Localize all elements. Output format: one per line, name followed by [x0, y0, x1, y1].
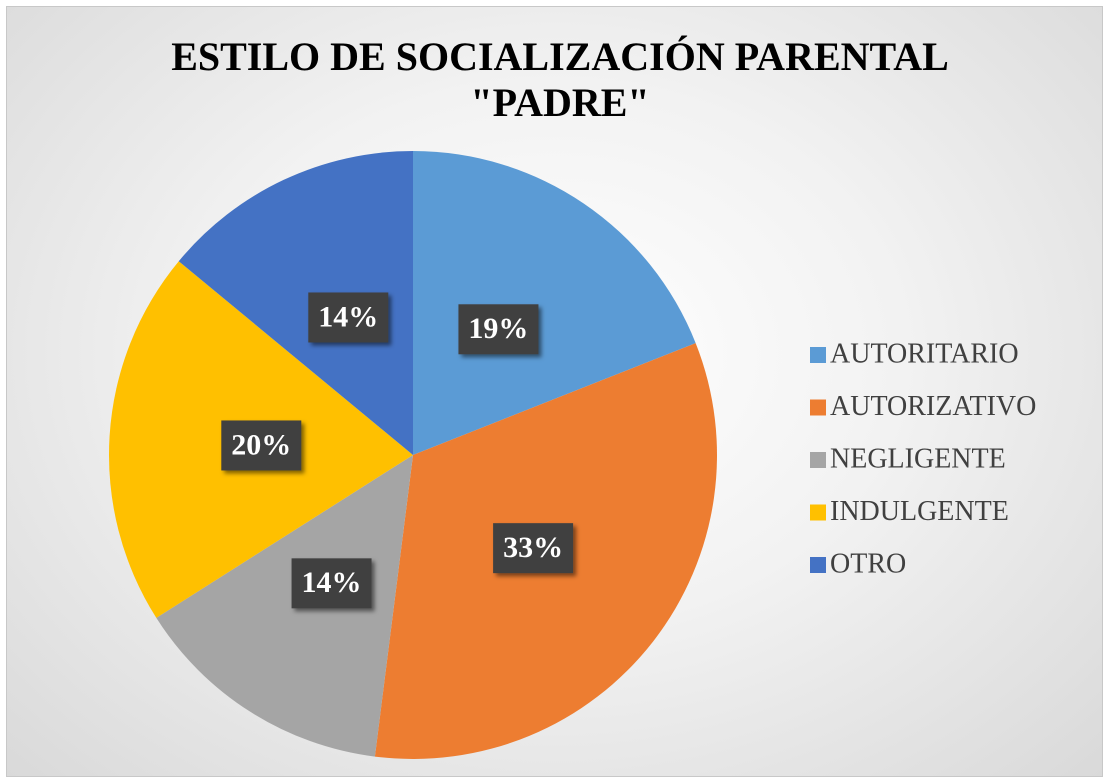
data-label-box: [493, 523, 574, 574]
legend-label: INDULGENTE: [830, 496, 1009, 527]
legend-swatch: [810, 399, 826, 416]
data-label: 20%: [231, 428, 291, 461]
pie-slice: [156, 455, 413, 757]
data-label-box: [458, 304, 539, 355]
data-label-box: [308, 292, 389, 343]
legend-label: NEGLIGENTE: [830, 443, 1006, 474]
legend-label: OTRO: [830, 548, 906, 579]
legend-swatch: [810, 452, 826, 468]
data-label-group: 19%: [458, 304, 539, 355]
legend-label: AUTORIZATIVO: [830, 391, 1036, 422]
data-label-group: 14%: [308, 292, 389, 343]
data-label: 33%: [503, 531, 563, 564]
chart-title: ESTILO DE SOCIALIZACIÓN PARENTAL "PADRE": [171, 34, 949, 125]
data-label-group: 33%: [493, 523, 574, 574]
legend-swatch: [810, 504, 826, 521]
data-label: 14%: [302, 566, 362, 599]
data-label: 19%: [468, 312, 528, 345]
pie-slice: [413, 151, 696, 455]
data-label-group: 20%: [221, 420, 302, 471]
data-label-box: [221, 420, 302, 471]
pie-slice: [178, 151, 413, 455]
legend-swatch: [810, 347, 826, 363]
data-label-group: 14%: [291, 558, 372, 609]
legend-label: AUTORITARIO: [830, 338, 1019, 369]
legend-swatch: [810, 557, 826, 573]
data-label: 14%: [318, 300, 378, 333]
data-label-box: [291, 558, 372, 609]
